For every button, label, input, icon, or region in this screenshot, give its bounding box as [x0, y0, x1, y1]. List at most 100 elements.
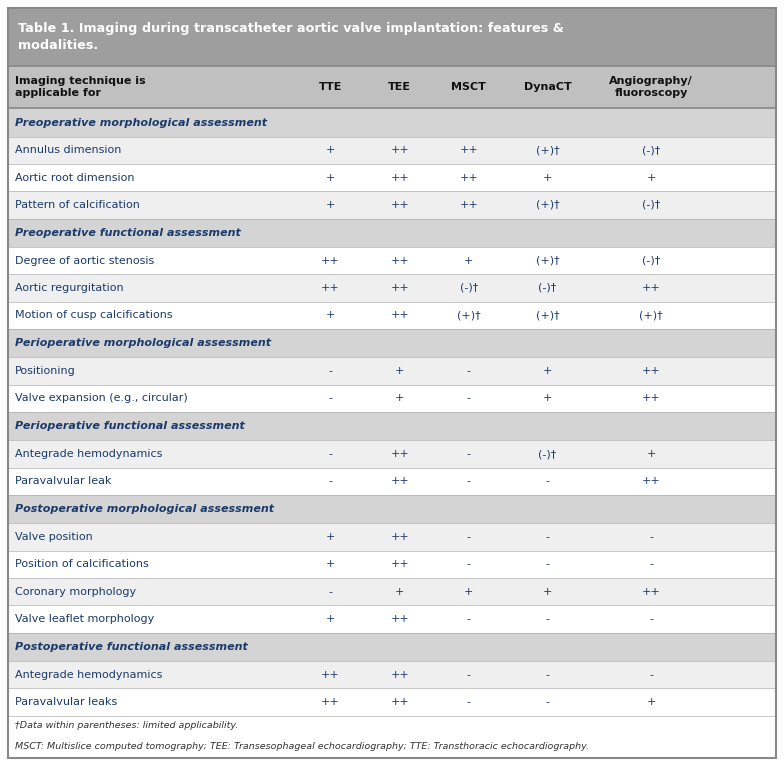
Bar — [8, 385, 776, 412]
Text: ++: ++ — [642, 283, 661, 293]
Text: ++: ++ — [321, 256, 340, 266]
Text: Postoperative morphological assessment: Postoperative morphological assessment — [15, 504, 274, 514]
Text: -: - — [466, 449, 471, 459]
Text: (+)†: (+)† — [535, 256, 559, 266]
Text: +: + — [326, 559, 336, 569]
Bar — [8, 136, 776, 164]
Text: Annulus dimension: Annulus dimension — [15, 146, 122, 155]
Text: -: - — [328, 366, 332, 376]
Text: Valve position: Valve position — [15, 532, 93, 542]
Text: +: + — [543, 587, 552, 597]
Text: MSCT: MSCT — [452, 82, 486, 92]
Text: Aortic root dimension: Aortic root dimension — [15, 172, 135, 182]
Text: ++: ++ — [390, 476, 409, 486]
Text: ++: ++ — [390, 532, 409, 542]
Bar — [8, 605, 776, 633]
Text: +: + — [395, 366, 405, 376]
Text: ++: ++ — [642, 587, 661, 597]
Text: Postoperative functional assessment: Postoperative functional assessment — [15, 642, 248, 652]
Text: ++: ++ — [642, 393, 661, 404]
Text: -: - — [328, 587, 332, 597]
Text: +: + — [464, 587, 474, 597]
Text: -: - — [546, 476, 550, 486]
Text: (-)†: (-)† — [642, 146, 660, 155]
Text: +: + — [326, 614, 336, 624]
Bar — [8, 523, 776, 551]
Text: +: + — [543, 366, 552, 376]
Text: -: - — [546, 669, 550, 679]
Bar — [8, 440, 776, 468]
Bar — [8, 661, 776, 689]
Text: +: + — [395, 393, 405, 404]
Bar — [8, 66, 776, 108]
Text: ++: ++ — [390, 697, 409, 707]
Bar — [8, 192, 776, 218]
Text: Preoperative functional assessment: Preoperative functional assessment — [15, 228, 241, 237]
Text: -: - — [466, 559, 471, 569]
Text: TEE: TEE — [388, 82, 411, 92]
Text: (-)†: (-)† — [642, 200, 660, 210]
Text: +: + — [326, 310, 336, 320]
Text: +: + — [543, 393, 552, 404]
Text: -: - — [466, 614, 471, 624]
Text: (-)†: (-)† — [459, 283, 478, 293]
Text: Valve expansion (e.g., circular): Valve expansion (e.g., circular) — [15, 393, 187, 404]
Text: Positioning: Positioning — [15, 366, 76, 376]
Text: (+)†: (+)† — [535, 310, 559, 320]
Text: -: - — [466, 697, 471, 707]
Bar — [8, 274, 776, 302]
Text: Coronary morphology: Coronary morphology — [15, 587, 136, 597]
Bar — [8, 247, 776, 274]
Text: ++: ++ — [390, 669, 409, 679]
Bar — [8, 218, 776, 247]
Text: -: - — [649, 669, 653, 679]
Text: †Data within parentheses: limited applicability.: †Data within parentheses: limited applic… — [15, 721, 238, 730]
Text: ++: ++ — [390, 172, 409, 182]
Text: Position of calcifications: Position of calcifications — [15, 559, 149, 569]
Text: ++: ++ — [390, 449, 409, 459]
Text: -: - — [328, 393, 332, 404]
Text: (+)†: (+)† — [457, 310, 481, 320]
Bar — [8, 633, 776, 661]
Text: ++: ++ — [390, 559, 409, 569]
Text: Table 1. Imaging during transcatheter aortic valve implantation: features &
moda: Table 1. Imaging during transcatheter ao… — [18, 21, 564, 52]
Text: -: - — [546, 559, 550, 569]
Text: ++: ++ — [321, 283, 340, 293]
Text: +: + — [464, 256, 474, 266]
Text: +: + — [326, 146, 336, 155]
Text: (-)†: (-)† — [539, 449, 557, 459]
Bar — [8, 551, 776, 578]
Text: ++: ++ — [321, 669, 340, 679]
Text: (+)†: (+)† — [535, 200, 559, 210]
Bar — [8, 329, 776, 358]
Text: +: + — [543, 172, 552, 182]
Text: (-)†: (-)† — [539, 283, 557, 293]
Text: ++: ++ — [390, 310, 409, 320]
Text: +: + — [326, 532, 336, 542]
Text: ++: ++ — [390, 146, 409, 155]
Text: TTE: TTE — [319, 82, 343, 92]
Text: +: + — [395, 587, 405, 597]
Text: +: + — [326, 172, 336, 182]
Text: -: - — [466, 366, 471, 376]
Text: -: - — [649, 532, 653, 542]
Text: ++: ++ — [642, 366, 661, 376]
Bar — [8, 8, 776, 66]
Text: Valve leaflet morphology: Valve leaflet morphology — [15, 614, 154, 624]
Text: +: + — [647, 449, 656, 459]
Text: DynaCT: DynaCT — [524, 82, 572, 92]
Bar — [8, 302, 776, 329]
Text: +: + — [647, 172, 656, 182]
Text: -: - — [649, 559, 653, 569]
Text: -: - — [328, 476, 332, 486]
Text: ++: ++ — [459, 200, 478, 210]
Text: ++: ++ — [459, 146, 478, 155]
Text: -: - — [466, 532, 471, 542]
Bar — [8, 164, 776, 192]
Text: -: - — [328, 449, 332, 459]
Bar — [8, 578, 776, 605]
Text: -: - — [649, 614, 653, 624]
Bar — [8, 358, 776, 385]
Bar — [8, 108, 776, 136]
Text: -: - — [546, 614, 550, 624]
